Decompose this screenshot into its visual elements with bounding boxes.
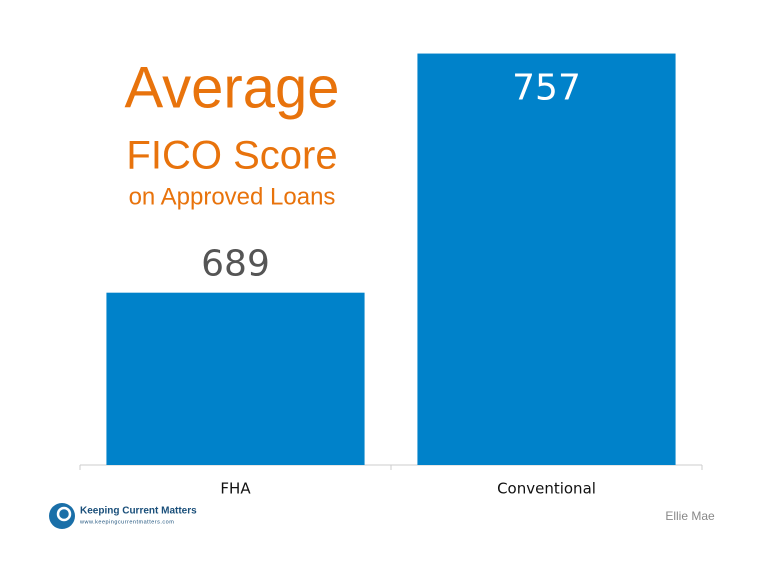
chart-title: on Approved Loans <box>129 183 336 210</box>
logo-swirl <box>56 506 72 522</box>
logo: Keeping Current Matters www.keepingcurre… <box>49 503 197 529</box>
logo-mark <box>49 503 75 529</box>
chart-title: FICO Score <box>126 134 337 178</box>
bar <box>106 292 365 465</box>
value-label: 757 <box>512 68 581 109</box>
value-label: 689 <box>201 244 270 285</box>
source: Ellie Mae <box>665 509 715 523</box>
x-tick-label: FHA <box>220 480 251 498</box>
bar <box>417 53 676 466</box>
logo-url: www.keepingcurrentmatters.com <box>79 519 174 525</box>
x-tick-label: Conventional <box>497 480 596 498</box>
logo-name: Keeping Current Matters <box>80 506 197 517</box>
chart-title: Average <box>125 55 340 120</box>
